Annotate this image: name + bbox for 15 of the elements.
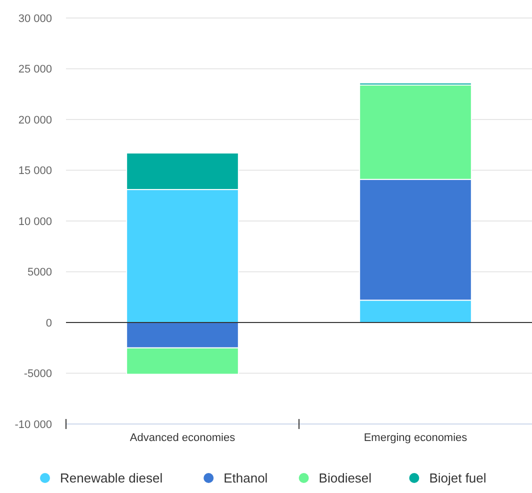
legend-label: Ethanol — [224, 470, 268, 486]
y-tick-label: 30 000 — [18, 12, 52, 25]
y-tick-label: 20 000 — [18, 114, 52, 126]
y-tick-label: 25 000 — [18, 64, 52, 76]
x-tick-label: Advanced economies — [130, 432, 236, 444]
y-tick-label: 0 — [46, 317, 52, 330]
legend-label: Biojet fuel — [429, 470, 486, 486]
y-tick-label: -5000 — [24, 368, 52, 380]
x-tick-label: Emerging economies — [364, 432, 468, 444]
y-tick-label: 5000 — [28, 266, 52, 279]
legend-label: Renewable diesel — [60, 470, 163, 486]
y-tick-label: 10 000 — [18, 216, 52, 228]
legend-label: Biodiesel — [318, 470, 372, 486]
y-tick-label: -10 000 — [14, 418, 52, 431]
y-tick-label: 15 000 — [18, 165, 52, 178]
